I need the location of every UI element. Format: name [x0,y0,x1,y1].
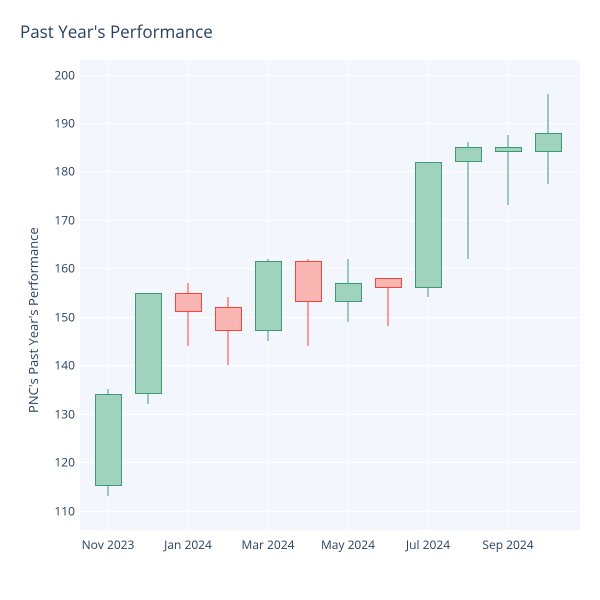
y-tick-label: 200 [45,66,75,83]
x-tick-label: May 2024 [321,536,375,553]
candlestick [375,60,402,530]
y-tick-label: 130 [45,405,75,422]
y-tick-label: 180 [45,163,75,180]
candlestick-body [415,162,442,288]
candlestick [255,60,282,530]
candlestick [175,60,202,530]
candlestick-body [135,293,162,395]
candlestick [95,60,122,530]
x-tick-label: Sep 2024 [482,536,533,553]
chart-container: Past Year's Performance PNC's Past Year'… [0,0,600,600]
candlestick-body [215,307,242,331]
x-tick-label: Nov 2023 [82,536,135,553]
y-tick-label: 110 [45,502,75,519]
x-tick-label: Jul 2024 [406,536,450,553]
candlestick-body [375,278,402,288]
candlestick [415,60,442,530]
y-tick-label: 190 [45,114,75,131]
candlestick-body [255,261,282,331]
y-tick-label: 150 [45,308,75,325]
candlestick [215,60,242,530]
candlestick-body [535,133,562,152]
candlestick-body [335,283,362,302]
x-tick-label: Mar 2024 [242,536,295,553]
candlestick-body [455,147,482,162]
plot-area [80,60,580,530]
candlestick-body [495,147,522,152]
y-tick-label: 120 [45,454,75,471]
y-tick-label: 170 [45,211,75,228]
candlestick-wick [508,135,509,205]
candlestick [455,60,482,530]
x-tick-label: Jan 2024 [164,536,212,553]
candlestick-body [95,394,122,486]
candlestick [335,60,362,530]
candlestick-body [295,261,322,302]
candlestick [295,60,322,530]
y-tick-label: 160 [45,260,75,277]
candlestick [135,60,162,530]
y-axis-label: PNC's Past Year's Performance [24,227,42,413]
candlestick [535,60,562,530]
chart-title: Past Year's Performance [20,20,213,43]
candlestick-body [175,293,202,312]
candlestick [495,60,522,530]
y-tick-label: 140 [45,357,75,374]
